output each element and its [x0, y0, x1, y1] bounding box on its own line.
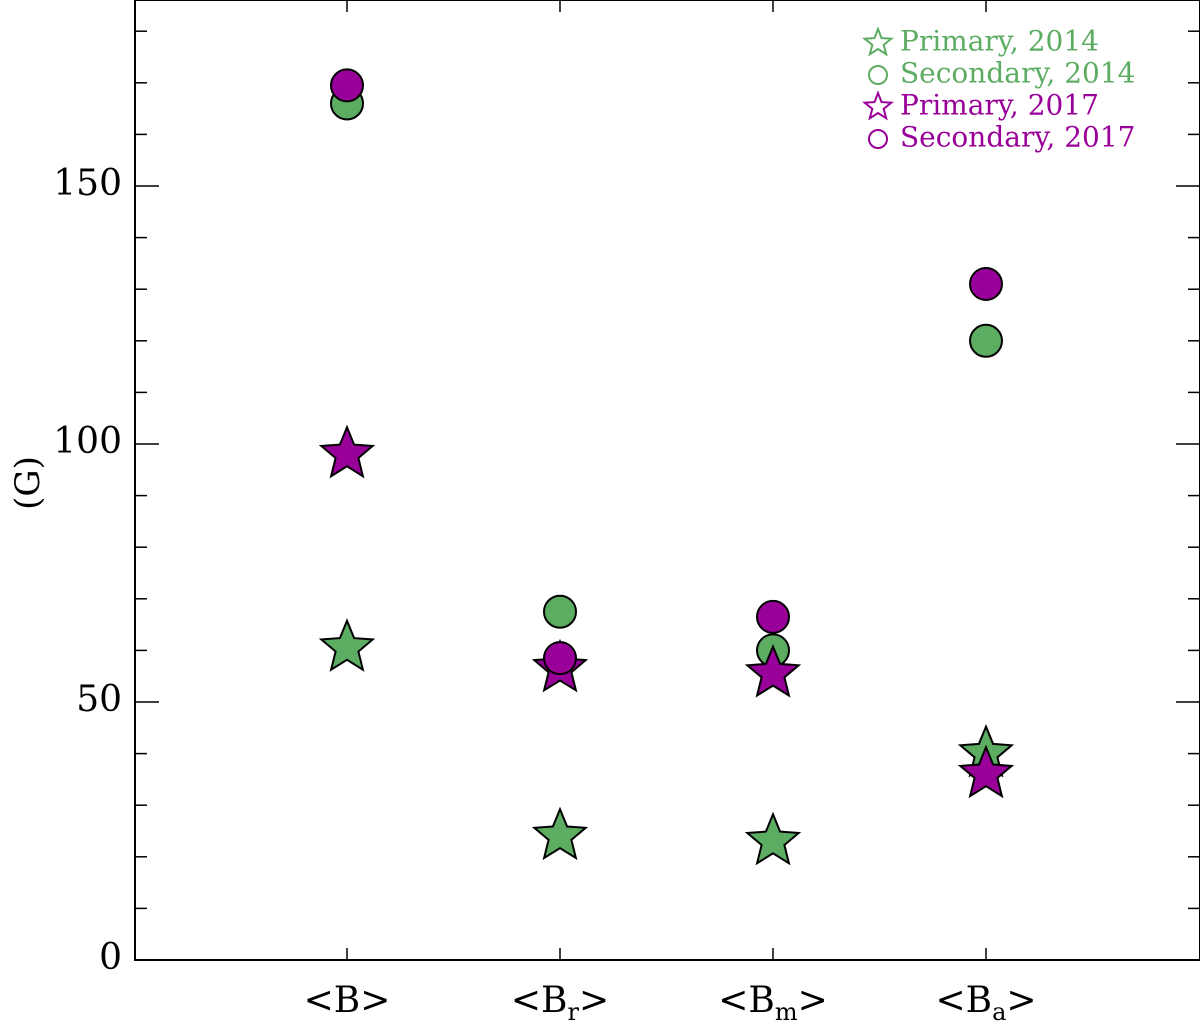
circle-point [543, 594, 577, 629]
x-axis-ticks: <B> <Br> <Bm> <Ba> [304, 0, 1037, 1022]
circle-point [543, 641, 577, 676]
star-point [318, 424, 376, 479]
circle-point [330, 68, 364, 103]
legend-label: Secondary, 2017 [900, 121, 1135, 154]
legend-label: Primary, 2017 [900, 89, 1099, 122]
legend-label: Primary, 2014 [900, 25, 1099, 58]
legend-star-icon [862, 90, 894, 121]
data-points [318, 68, 1015, 866]
y-axis-ticks: 0 50 100 150 [53, 30, 1200, 978]
circle-point [969, 267, 1003, 302]
legend-circle-icon [868, 129, 888, 149]
star-point [744, 811, 802, 866]
x-tick-label: <Br> [511, 980, 609, 1022]
star-point [957, 744, 1015, 799]
star-point [531, 806, 589, 861]
x-tick-label: <Ba> [935, 980, 1036, 1022]
y-tick-label: 150 [53, 163, 122, 204]
y-tick-label: 50 [76, 679, 122, 720]
circle-point [756, 599, 790, 634]
x-tick-label: <Bm> [718, 980, 828, 1022]
legend-label: Secondary, 2014 [900, 57, 1135, 90]
y-tick-label: 100 [53, 421, 122, 462]
y-tick-label: 0 [99, 937, 122, 978]
star-point [744, 643, 802, 698]
plot-frame [134, 0, 1200, 961]
legend-circle-icon [868, 65, 888, 85]
y-axis-title: (G) [8, 456, 48, 510]
star-point [318, 618, 376, 672]
legend-star-icon [862, 26, 894, 57]
circle-point [969, 323, 1003, 358]
x-tick-label: <B> [304, 980, 391, 1021]
